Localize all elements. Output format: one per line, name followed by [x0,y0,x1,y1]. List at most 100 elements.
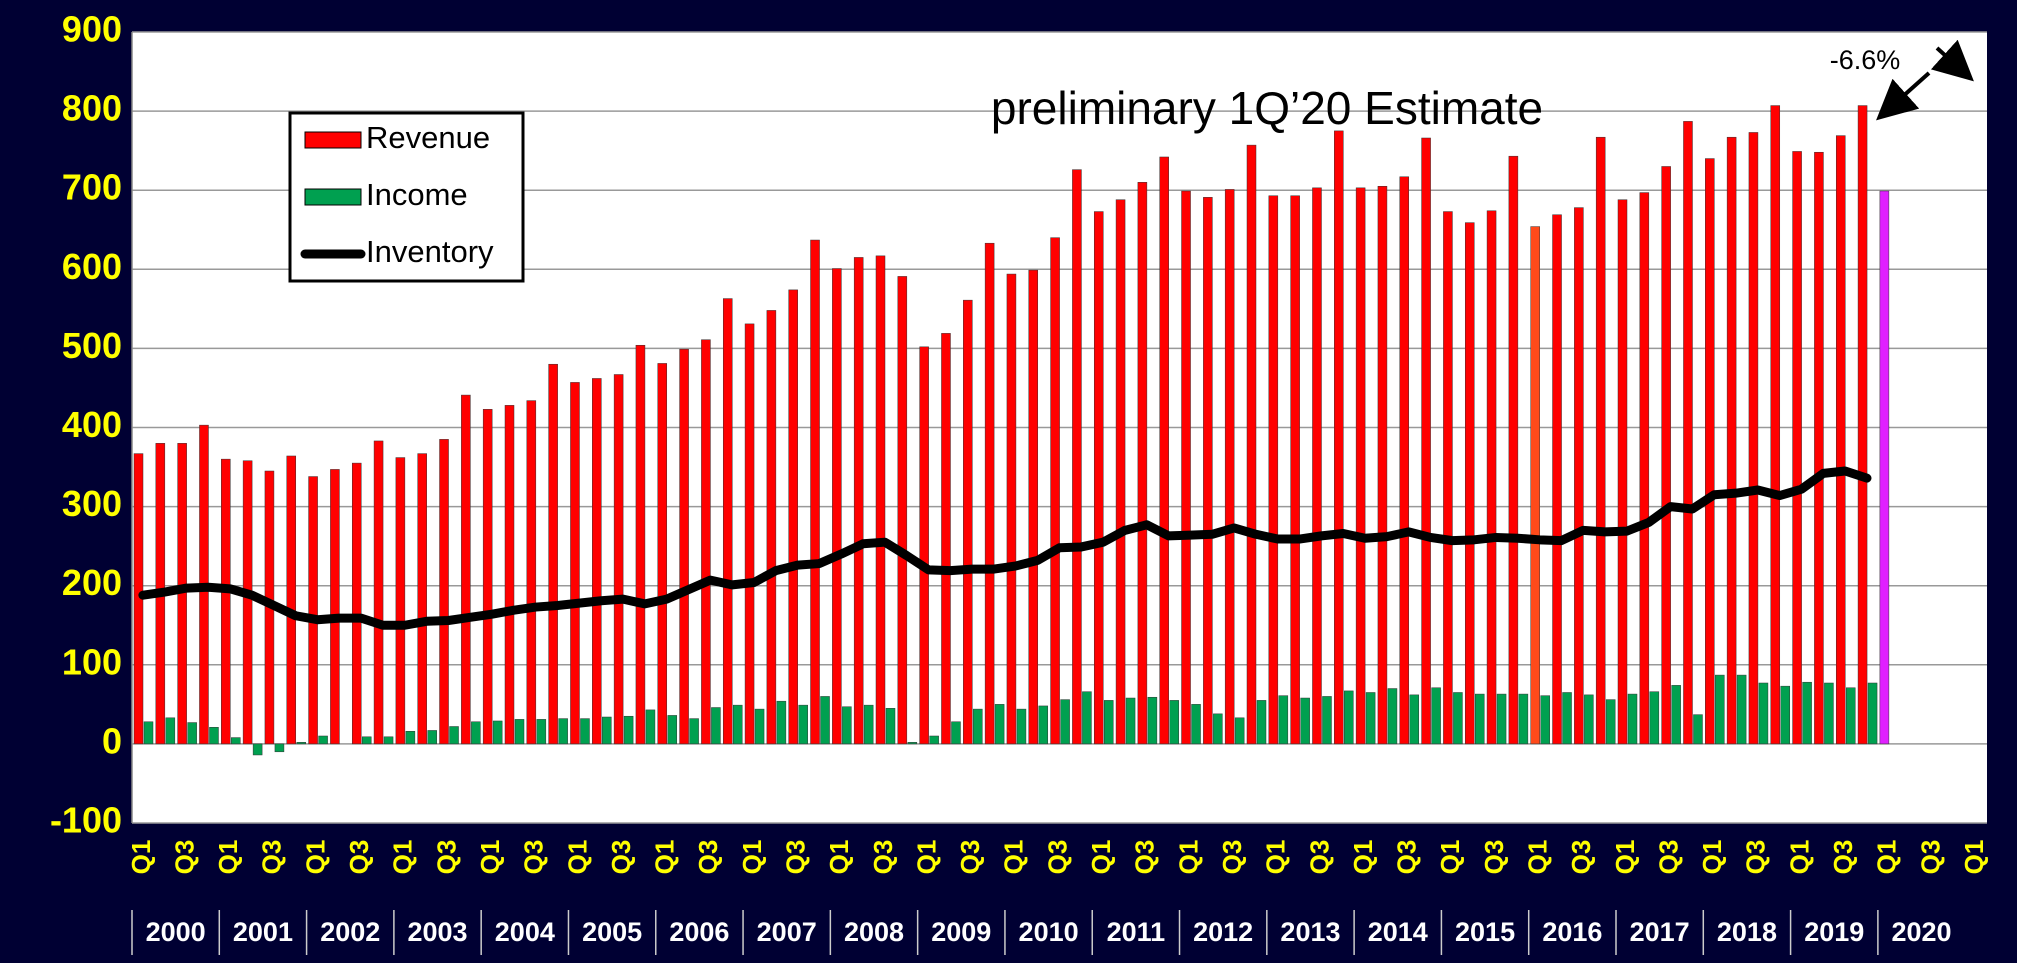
x-tick-label: Q3 [431,840,461,875]
bar [1431,687,1441,745]
year-label: 2017 [1630,917,1690,947]
year-label: 2012 [1193,917,1253,947]
x-tick-label: Q1 [1348,840,1378,875]
bar [973,708,983,745]
bar [1443,211,1453,745]
x-tick-label: Q3 [1653,840,1683,875]
y-tick-label: 900 [62,9,122,50]
year-label: 2011 [1107,917,1166,947]
x-tick-label: Q1 [1522,840,1552,875]
x-tick-label: Q3 [1915,840,1945,875]
y-tick-label: 0 [102,720,122,761]
bar [548,363,558,745]
year-label: 2007 [757,917,817,947]
x-tick-label: Q1 [1261,840,1291,875]
bar [461,394,471,745]
x-tick-label: Q3 [955,840,985,875]
bar [711,707,721,745]
year-label: 2015 [1455,917,1515,947]
bar [1103,700,1114,745]
bar [645,709,656,745]
bar [1584,694,1594,745]
year-label: 2009 [931,917,991,947]
bar [744,323,755,745]
bar [657,363,668,745]
x-tick-label: Q1 [562,840,592,875]
legend-label: Income [366,177,468,212]
bar [1072,169,1082,745]
arrow [1930,39,1974,82]
x-tick-label: Q3 [780,840,810,875]
legend-swatch [304,131,362,149]
bar [592,378,602,745]
year-label: 2003 [407,917,467,947]
bar [351,462,362,745]
x-tick-label: Q3 [169,840,199,875]
bar [667,715,678,745]
bar [1639,192,1650,745]
bar [231,737,241,745]
bar [1300,697,1310,745]
bar [1758,682,1769,745]
bar [1082,691,1092,745]
bar [1312,187,1322,745]
bar [1605,699,1616,745]
bar [1464,222,1475,745]
bar [1508,155,1519,745]
year-label: 2016 [1542,917,1602,947]
bar [885,708,896,745]
bar [209,727,219,745]
bar [143,721,154,745]
bar [754,708,765,745]
x-tick-label: Q3 [1741,840,1771,875]
bar [1693,714,1703,745]
bar [810,239,820,745]
x-tick-label: Q1 [911,840,941,875]
x-tick-label: Q3 [344,840,374,875]
bar [919,346,929,745]
bar [907,742,918,745]
bar [1137,182,1148,745]
bar [330,469,340,745]
year-label: 2010 [1019,917,1079,947]
x-tick-label: Q3 [606,840,636,875]
bar [1355,187,1366,745]
bar [1322,696,1332,745]
bar [1496,693,1507,745]
bar [732,704,743,745]
bar [1857,105,1868,745]
x-tick-label: Q1 [213,840,243,875]
bar [1093,211,1104,745]
bar [296,742,307,745]
year-label: 2018 [1717,917,1777,947]
bar [832,268,842,745]
bar [1867,682,1878,745]
x-tick-label: Q1 [126,840,156,875]
x-tick-label: Q3 [519,840,549,875]
bar [1334,130,1344,745]
bar [1453,692,1463,745]
bar [1016,708,1027,745]
bar [1814,151,1824,745]
bar [580,718,590,745]
bar [602,716,612,745]
bar [427,730,437,745]
y-tick-label: 700 [62,167,122,208]
x-tick-label: Q3 [257,840,287,875]
bar [308,476,318,745]
year-label: 2020 [1891,917,1951,947]
bar [1770,105,1781,745]
x-tick-label: Q3 [693,840,723,875]
bar [558,718,568,745]
bar [373,440,384,745]
bar [1147,696,1158,745]
bar [1115,199,1126,745]
bar [1213,713,1223,745]
bar [570,382,580,745]
year-label: 2004 [495,917,555,947]
x-tick-label: Q3 [868,840,898,875]
line [138,466,1872,630]
bar [776,700,787,745]
bar [679,348,689,745]
x-tick-label: Q1 [999,840,1029,875]
